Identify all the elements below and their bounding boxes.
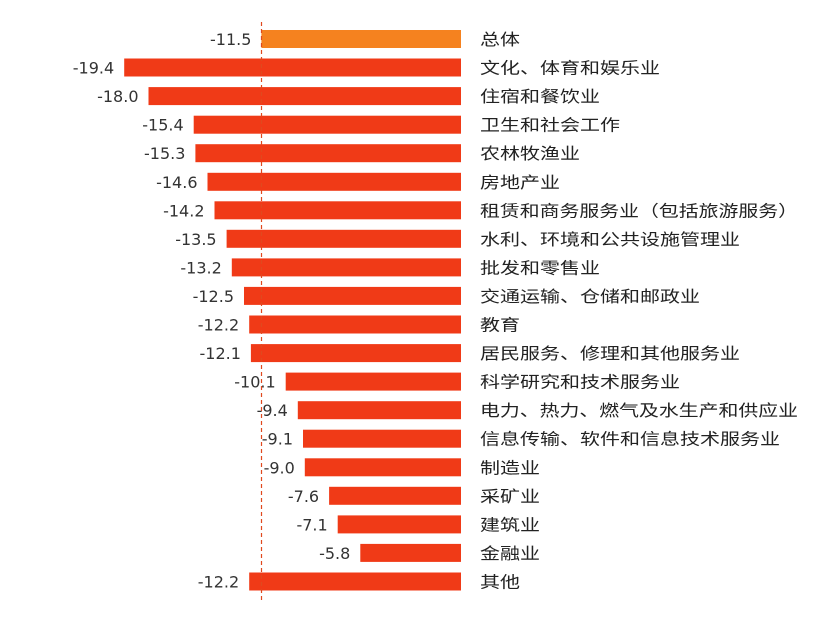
value-label: -19.4 bbox=[73, 59, 114, 78]
bar bbox=[148, 87, 461, 106]
value-label: -9.1 bbox=[262, 430, 293, 449]
value-label: -7.6 bbox=[288, 487, 319, 506]
bar bbox=[231, 258, 461, 277]
bar bbox=[207, 172, 461, 191]
category-label: 卫生和社会工作 bbox=[480, 116, 620, 135]
bar bbox=[214, 201, 461, 220]
bar bbox=[244, 286, 461, 305]
category-labels: 总体文化、体育和娱乐业住宿和餐饮业卫生和社会工作农林牧渔业房地产业租赁和商务服务… bbox=[480, 30, 798, 592]
category-label: 总体 bbox=[480, 30, 520, 49]
bar bbox=[303, 429, 461, 448]
category-label: 批发和零售业 bbox=[480, 258, 600, 277]
category-label: 信息传输、软件和信息技术服务业 bbox=[480, 430, 780, 449]
category-label: 建筑业 bbox=[480, 515, 540, 534]
bar bbox=[250, 344, 461, 363]
category-label: 教育 bbox=[480, 316, 520, 335]
bar bbox=[337, 515, 461, 534]
category-label: 电力、热力、燃气及水生产和供应业 bbox=[480, 401, 798, 420]
value-label: -12.2 bbox=[198, 573, 239, 592]
category-label: 其他 bbox=[480, 573, 520, 592]
value-label: -15.4 bbox=[142, 116, 183, 135]
value-label: -14.6 bbox=[156, 173, 197, 192]
value-label: -9.4 bbox=[257, 401, 288, 420]
value-label: -18.0 bbox=[97, 87, 138, 106]
value-label: -14.2 bbox=[163, 201, 204, 220]
value-label: -12.2 bbox=[198, 316, 239, 335]
category-label: 文化、体育和娱乐业 bbox=[480, 59, 660, 78]
category-label: 制造业 bbox=[480, 458, 540, 477]
bar bbox=[261, 30, 461, 48]
bar bbox=[249, 315, 461, 334]
category-label: 住宿和餐饮业 bbox=[480, 87, 600, 106]
category-label: 水利、环境和公共设施管理业 bbox=[480, 230, 740, 249]
bars bbox=[124, 30, 461, 591]
bar bbox=[124, 58, 461, 77]
value-label: -15.3 bbox=[144, 144, 185, 163]
bar bbox=[193, 115, 461, 134]
category-label: 房地产业 bbox=[480, 173, 560, 192]
bar bbox=[304, 458, 461, 477]
bar bbox=[360, 543, 461, 562]
value-label: -9.0 bbox=[264, 458, 295, 477]
bar bbox=[329, 486, 461, 505]
value-label: -7.1 bbox=[296, 515, 327, 534]
bar bbox=[226, 229, 461, 248]
value-label: -13.5 bbox=[175, 230, 216, 249]
category-label: 租赁和商务服务业（包括旅游服务） bbox=[480, 201, 798, 220]
bar bbox=[249, 572, 461, 591]
value-label: -11.5 bbox=[210, 30, 251, 49]
category-label: 科学研究和技术服务业 bbox=[480, 373, 680, 392]
bar bbox=[285, 372, 461, 391]
category-label: 金融业 bbox=[480, 544, 540, 563]
value-label: -5.8 bbox=[319, 544, 350, 563]
bar bbox=[195, 144, 461, 163]
value-labels: -11.5 -19.4 -18.0-15.4 -15.3 -14.6 -14.2 -13.5… bbox=[73, 30, 351, 592]
category-label: 采矿业 bbox=[480, 487, 540, 506]
bar bbox=[297, 401, 461, 420]
value-label: -13.2 bbox=[180, 258, 221, 277]
value-label: -12.1 bbox=[199, 344, 240, 363]
category-label: 交通运输、仓储和邮政业 bbox=[480, 287, 700, 306]
category-label: 居民服务、修理和其他服务业 bbox=[480, 344, 740, 363]
value-label: -10.1 bbox=[234, 373, 275, 392]
value-label: -12.5 bbox=[193, 287, 234, 306]
category-label: 农林牧渔业 bbox=[480, 144, 580, 163]
